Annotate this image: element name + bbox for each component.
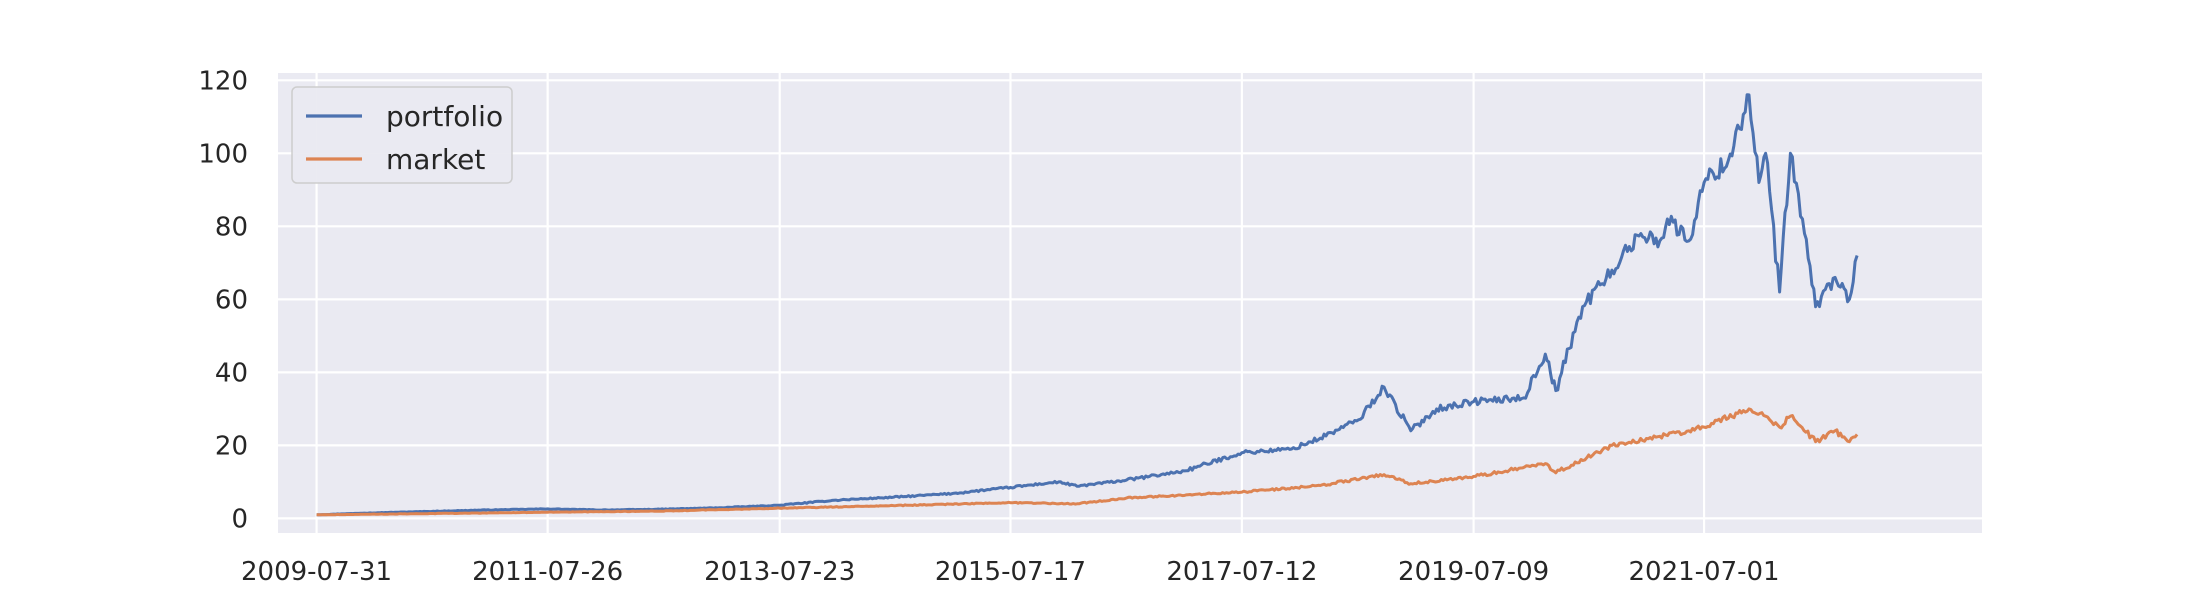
y-tick-label: 0 [231,504,248,534]
y-tick-label: 100 [198,139,248,169]
gridlines [278,73,1982,533]
x-tick-label: 2021-07-01 [1629,557,1780,587]
y-tick-label: 40 [215,358,248,388]
legend: portfolio market [291,86,513,184]
series-line-market [316,407,1859,517]
x-tick-label: 2015-07-17 [935,557,1086,587]
x-tick-label: 2011-07-26 [472,557,623,587]
y-tick-label: 20 [215,431,248,461]
x-tick-label: 2019-07-09 [1398,557,1549,587]
legend-label-portfolio: portfolio [386,100,503,133]
y-tick-label: 80 [215,212,248,242]
series-line-portfolio [316,93,1859,517]
axis-ticks: 0 20 40 60 80 100 120 2009-07-31 2011-07-26 2013-… [198,66,1779,587]
series-lines [316,93,1859,517]
y-tick-label: 60 [215,285,248,315]
y-tick-label: 120 [198,66,248,96]
legend-label-market: market [386,143,485,176]
plot-area [278,73,1982,533]
x-tick-label: 2009-07-31 [241,557,392,587]
x-tick-label: 2017-07-12 [1166,557,1317,587]
x-tick-label: 2013-07-23 [704,557,855,587]
